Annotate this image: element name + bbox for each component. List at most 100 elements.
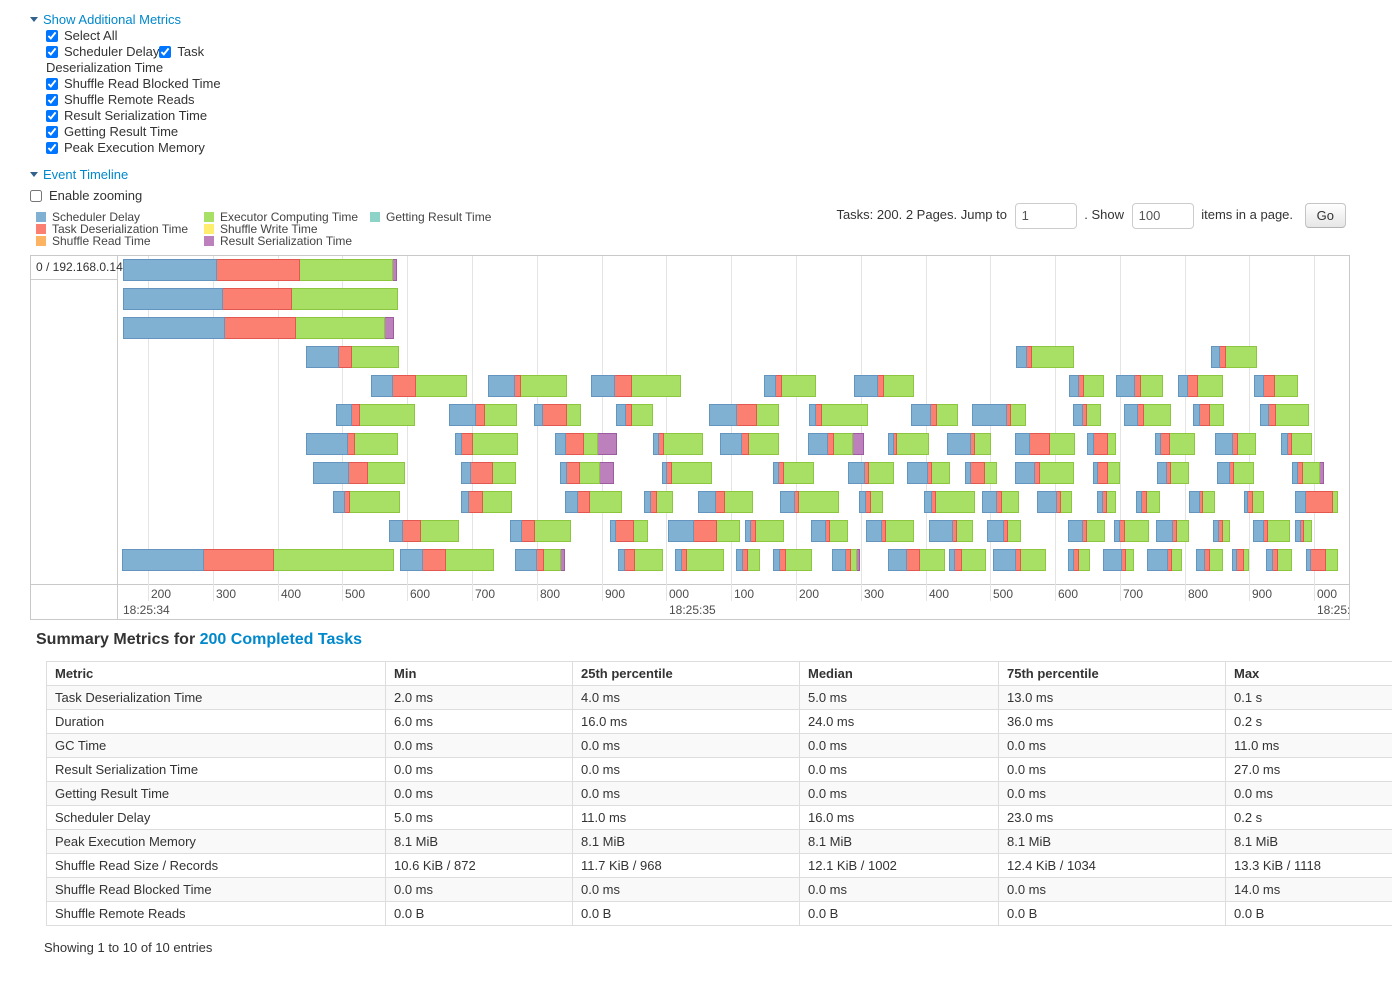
task-bar[interactable] [972,404,1026,426]
task-bar[interactable] [1037,491,1072,513]
task-bar[interactable] [987,520,1021,542]
task-bar[interactable] [1015,462,1074,484]
task-bar[interactable] [644,491,673,513]
task-bar[interactable] [1217,462,1254,484]
task-bar[interactable] [1254,375,1298,397]
task-bar[interactable] [965,462,997,484]
task-bar[interactable] [455,433,518,455]
task-bar[interactable] [1087,433,1116,455]
task-bar[interactable] [811,520,848,542]
task-bar[interactable] [1213,520,1230,542]
task-bar[interactable] [1073,404,1101,426]
completed-tasks-link[interactable]: 200 Completed Tasks [199,631,363,648]
task-bar[interactable] [560,462,614,484]
task-bar[interactable] [736,549,760,571]
task-bar[interactable] [591,375,681,397]
task-bar[interactable] [336,404,415,426]
task-bar[interactable] [888,549,945,571]
task-bar[interactable] [1295,520,1312,542]
task-bar[interactable] [389,520,459,542]
metric-checkbox-getting-result-time[interactable] [46,126,58,138]
task-bar[interactable] [1124,404,1171,426]
task-bar[interactable] [555,433,617,455]
task-bar[interactable] [461,462,516,484]
task-bar[interactable] [610,520,648,542]
task-bar[interactable] [488,375,567,397]
task-bar[interactable] [859,491,883,513]
task-bar[interactable] [675,549,724,571]
task-bar[interactable] [924,491,975,513]
task-bar[interactable] [993,549,1046,571]
task-bar[interactable] [1178,375,1223,397]
task-bar[interactable] [709,404,779,426]
task-bar[interactable] [618,549,663,571]
task-bar[interactable] [1114,520,1149,542]
task-bar[interactable] [400,549,494,571]
metric-checkbox-task-deserialization-time[interactable] [159,46,172,58]
task-bar[interactable] [1295,491,1338,513]
task-bar[interactable] [832,549,860,571]
task-bar[interactable] [907,462,950,484]
task-bar[interactable] [510,520,571,542]
task-bar[interactable] [1196,549,1223,571]
task-bar[interactable] [461,491,512,513]
task-bar[interactable] [1016,346,1074,368]
metric-checkbox-shuffle-remote-reads[interactable] [46,94,58,106]
task-bar[interactable] [1097,491,1116,513]
task-bar[interactable] [854,375,914,397]
task-bar[interactable] [1260,404,1309,426]
task-bar[interactable] [1136,491,1160,513]
task-bar[interactable] [1116,375,1163,397]
task-bar[interactable] [333,491,400,513]
task-bar[interactable] [773,549,812,571]
task-bar[interactable] [371,375,467,397]
metric-checkbox-result-serialization-time[interactable] [46,110,58,122]
task-bar[interactable] [1068,549,1090,571]
task-bar[interactable] [534,404,581,426]
task-bar[interactable] [866,520,914,542]
task-bar[interactable] [515,549,565,571]
jump-to-page-input[interactable] [1014,202,1077,229]
task-bar[interactable] [949,549,986,571]
task-bar[interactable] [122,549,394,571]
task-bar[interactable] [123,317,394,339]
task-bar[interactable] [1215,433,1256,455]
task-bar[interactable] [1015,433,1075,455]
task-bar[interactable] [653,433,703,455]
task-bar[interactable] [888,433,929,455]
task-bar[interactable] [306,433,398,455]
event-timeline-link[interactable]: Event Timeline [30,167,128,182]
task-bar[interactable] [616,404,653,426]
task-bar[interactable] [662,462,712,484]
metric-checkbox-select-all[interactable] [46,30,58,42]
task-bar[interactable] [745,520,784,542]
task-bar[interactable] [1093,462,1120,484]
task-bar[interactable] [1244,491,1264,513]
task-bar[interactable] [1253,520,1290,542]
task-bar[interactable] [773,462,814,484]
task-bar[interactable] [1306,549,1338,571]
task-bar[interactable] [1266,549,1292,571]
metric-checkbox-shuffle-read-blocked-time[interactable] [46,78,58,90]
items-per-page-input[interactable] [1131,202,1194,229]
task-bar[interactable] [698,491,753,513]
task-bar[interactable] [809,404,868,426]
metric-checkbox-scheduler-delay[interactable] [46,46,58,58]
task-bar[interactable] [1155,433,1195,455]
task-bar[interactable] [1292,462,1324,484]
task-bar[interactable] [929,520,973,542]
metric-checkbox-peak-execution-memory[interactable] [46,142,58,154]
task-bar[interactable] [668,520,740,542]
task-bar[interactable] [1103,549,1134,571]
task-bar[interactable] [1157,462,1189,484]
task-bar[interactable] [306,346,399,368]
task-bar[interactable] [764,375,816,397]
task-bar[interactable] [1147,549,1182,571]
task-bar[interactable] [1068,520,1105,542]
task-bar[interactable] [1189,491,1215,513]
task-bar[interactable] [1069,375,1104,397]
task-bar[interactable] [808,433,864,455]
task-bar[interactable] [123,288,398,310]
task-bar[interactable] [123,259,397,281]
task-bar[interactable] [1281,433,1312,455]
